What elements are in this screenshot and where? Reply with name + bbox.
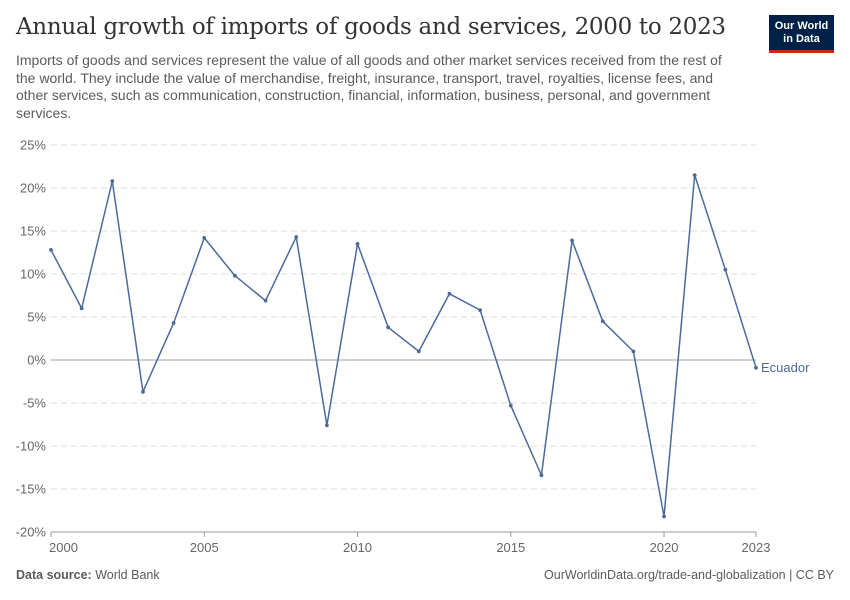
y-tick-label: 5%: [27, 310, 46, 325]
data-point[interactable]: [171, 321, 176, 325]
data-point[interactable]: [141, 389, 145, 394]
chart-subtitle: Imports of goods and services represent …: [16, 52, 722, 121]
y-tick-label: 0%: [27, 353, 46, 368]
data-point[interactable]: [539, 473, 544, 478]
x-tick-label: 2010: [343, 540, 372, 555]
x-tick-label: 2023: [742, 540, 771, 555]
data-points: [49, 173, 758, 519]
x-tick-label: 2000: [49, 540, 78, 555]
data-point[interactable]: [110, 179, 115, 184]
data-point[interactable]: [324, 423, 329, 428]
y-tick-label: -5%: [23, 396, 47, 411]
data-point[interactable]: [386, 325, 391, 330]
logo-line-2: in Data: [783, 33, 820, 45]
owid-logo[interactable]: Our World in Data: [769, 15, 834, 53]
data-point[interactable]: [49, 248, 53, 252]
data-point[interactable]: [263, 298, 268, 303]
series-line-ecuador[interactable]: [50, 174, 757, 518]
x-tick-label: 2020: [650, 540, 679, 555]
x-tick-label: 2015: [496, 540, 525, 555]
data-source-label: Data source:: [16, 568, 92, 582]
y-axis-tick-labels: -20% -15% -10% -5% 0% 5% 10% 15% 20% 25%: [16, 138, 47, 540]
data-point[interactable]: [508, 403, 513, 408]
data-point[interactable]: [478, 308, 483, 313]
data-point[interactable]: [600, 319, 605, 324]
data-point[interactable]: [233, 273, 237, 278]
y-tick-label: 15%: [20, 224, 46, 239]
chart-title: Annual growth of imports of goods and se…: [16, 14, 726, 40]
x-axis: 2000 2005 2010 2015 2020 2023: [49, 531, 771, 555]
footer-credit[interactable]: OurWorldinData.org/trade-and-globalizati…: [544, 568, 834, 582]
data-point[interactable]: [355, 242, 360, 246]
data-point[interactable]: [631, 349, 636, 354]
data-point[interactable]: [723, 267, 728, 272]
series-lines: [50, 174, 757, 518]
data-point[interactable]: [294, 235, 299, 239]
y-tick-label: 20%: [20, 181, 46, 196]
data-point[interactable]: [754, 365, 758, 370]
series-label-ecuador[interactable]: Ecuador: [761, 360, 810, 375]
data-point[interactable]: [79, 306, 84, 311]
series-labels: Ecuador: [761, 360, 810, 375]
y-tick-label: -15%: [16, 482, 47, 497]
y-tick-label: -10%: [16, 439, 47, 454]
data-point[interactable]: [447, 291, 452, 296]
y-tick-label: 25%: [20, 138, 46, 153]
data-source-value[interactable]: World Bank: [95, 568, 160, 582]
y-tick-label: -20%: [16, 525, 47, 540]
data-point[interactable]: [570, 238, 574, 243]
x-tick-label: 2005: [190, 540, 219, 555]
y-tick-label: 10%: [20, 267, 46, 282]
data-point[interactable]: [662, 514, 666, 519]
data-point[interactable]: [416, 349, 421, 354]
logo-line-1: Our World: [774, 20, 829, 32]
data-source: Data source: World Bank: [16, 568, 160, 582]
data-point[interactable]: [692, 173, 697, 178]
data-point[interactable]: [202, 235, 207, 240]
